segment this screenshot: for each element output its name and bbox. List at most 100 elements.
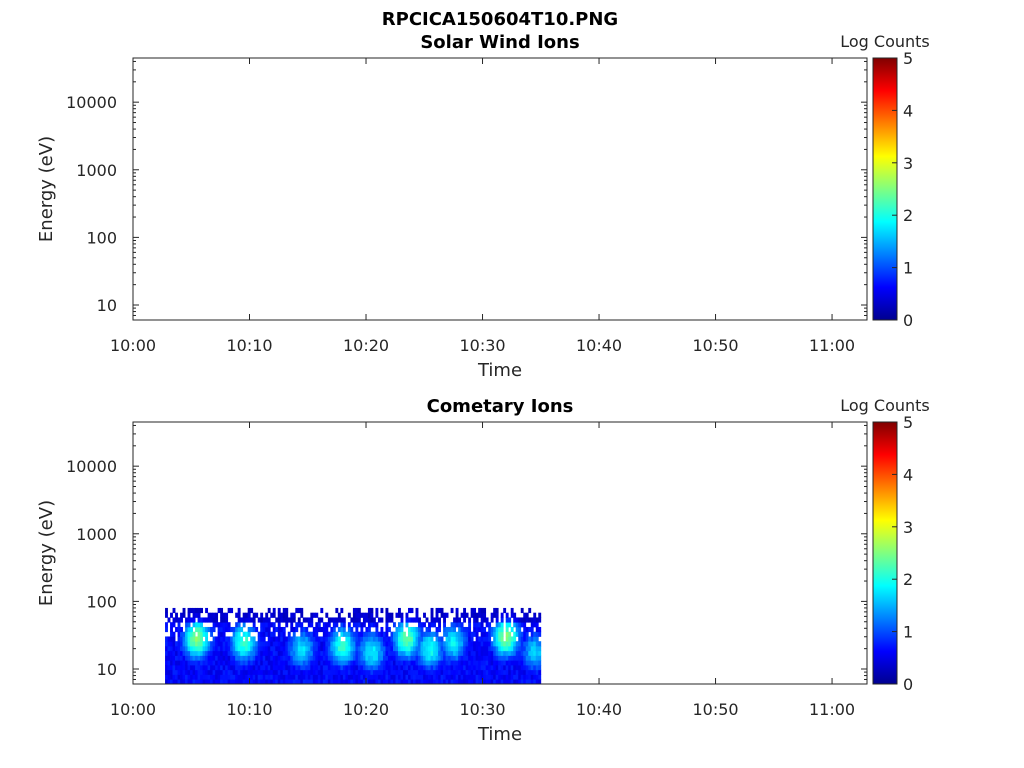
heatmap-cell	[342, 664, 346, 671]
heatmap-cell	[255, 660, 259, 666]
heatmap-cell	[332, 664, 336, 671]
heatmap-cell	[377, 650, 381, 656]
heatmap-cell	[460, 645, 464, 652]
heatmap-cell	[475, 664, 479, 671]
heatmap-cell	[420, 641, 424, 647]
heatmap-cell	[170, 650, 173, 656]
heatmap-cell	[485, 631, 489, 637]
heatmap-cell	[483, 669, 487, 675]
x-tick-label: 10:00	[110, 336, 156, 355]
heatmap-cell	[337, 660, 341, 666]
heatmap-cell	[210, 631, 214, 637]
heatmap-cell	[327, 669, 331, 675]
heatmap-cell	[450, 622, 454, 628]
heatmap-cell	[538, 617, 542, 623]
heatmap-cell	[250, 679, 254, 685]
heatmap-cell	[190, 669, 193, 675]
heatmap-cell	[495, 612, 499, 618]
heatmap-cell	[275, 660, 279, 666]
heatmap-cell	[533, 650, 537, 656]
heatmap-cell	[515, 641, 519, 647]
heatmap-cell	[245, 655, 249, 661]
heatmap-cell	[165, 645, 168, 652]
heatmap-cell	[372, 669, 376, 675]
heatmap-cell	[418, 655, 421, 661]
heatmap-cell	[220, 641, 224, 647]
heatmap-cell	[322, 650, 326, 656]
heatmap-cell	[360, 626, 364, 633]
heatmap-cell	[390, 617, 394, 623]
heatmap-cell	[480, 617, 484, 623]
heatmap-cell	[408, 607, 411, 614]
heatmap-cell	[200, 660, 204, 666]
heatmap-cell	[413, 617, 416, 623]
heatmap-cell	[505, 636, 509, 642]
heatmap-cell	[292, 650, 296, 656]
heatmap-cell	[533, 669, 537, 675]
heatmap-cell	[322, 631, 326, 637]
heatmap-cell	[247, 607, 251, 614]
heatmap-cell	[500, 645, 504, 652]
heatmap-cell	[468, 674, 472, 680]
heatmap-cell	[510, 650, 514, 656]
heatmap-cell	[458, 660, 462, 666]
heatmap-cell	[285, 636, 289, 642]
heatmap-cell	[503, 607, 507, 614]
heatmap-cell	[305, 631, 309, 637]
heatmap-cell	[315, 645, 319, 652]
heatmap-cell	[167, 674, 171, 680]
heatmap-cell	[518, 631, 522, 637]
heatmap-cell	[415, 664, 419, 671]
heatmap-cell	[217, 679, 221, 685]
heatmap-cell	[470, 650, 474, 656]
heatmap-cell	[285, 679, 289, 685]
heatmap-cell	[392, 650, 396, 656]
heatmap-cell	[342, 626, 346, 633]
heatmap-cell	[400, 636, 404, 642]
heatmap-cell	[400, 645, 404, 652]
heatmap-cell	[332, 641, 336, 647]
heatmap-cell	[398, 636, 401, 642]
heatmap-cell	[473, 650, 477, 656]
heatmap-cell	[245, 617, 249, 623]
heatmap-cell	[292, 636, 296, 642]
heatmap-cell	[307, 645, 311, 652]
heatmap-cell	[505, 664, 509, 671]
heatmap-cell	[217, 636, 221, 642]
heatmap-cell	[365, 631, 369, 637]
heatmap-cell	[430, 660, 434, 666]
heatmap-cell	[227, 674, 231, 680]
heatmap-cell	[347, 636, 351, 642]
heatmap-cell	[242, 612, 246, 618]
heatmap-cell	[395, 660, 399, 666]
heatmap-cell	[312, 650, 316, 656]
heatmap-cell	[325, 669, 329, 675]
heatmap-cell	[355, 669, 359, 675]
heatmap-cell	[352, 660, 356, 666]
heatmap-cell	[508, 650, 512, 656]
heatmap-cell	[362, 650, 366, 656]
heatmap-cell	[455, 607, 459, 614]
heatmap-cell	[475, 641, 479, 647]
heatmap-cell	[282, 660, 286, 666]
heatmap-cell	[377, 641, 381, 647]
heatmap-cell	[242, 622, 246, 628]
heatmap-cell	[390, 660, 394, 666]
heatmap-cell	[443, 650, 446, 656]
heatmap-cell	[300, 612, 304, 618]
heatmap-cell	[538, 641, 542, 647]
heatmap-cell	[285, 612, 289, 618]
heatmap-cell	[505, 617, 509, 623]
heatmap-cell	[175, 645, 178, 652]
heatmap-cell	[425, 660, 429, 666]
heatmap-cell	[408, 645, 411, 652]
heatmap-cell	[470, 607, 474, 614]
heatmap-cell	[290, 626, 294, 633]
heatmap-cell	[425, 655, 429, 661]
heatmap-cell	[287, 617, 291, 623]
heatmap-cell	[400, 655, 404, 661]
heatmap-cell	[400, 660, 404, 666]
heatmap-cell	[202, 655, 206, 661]
heatmap-cell	[200, 617, 204, 623]
heatmap-cell	[533, 660, 537, 666]
